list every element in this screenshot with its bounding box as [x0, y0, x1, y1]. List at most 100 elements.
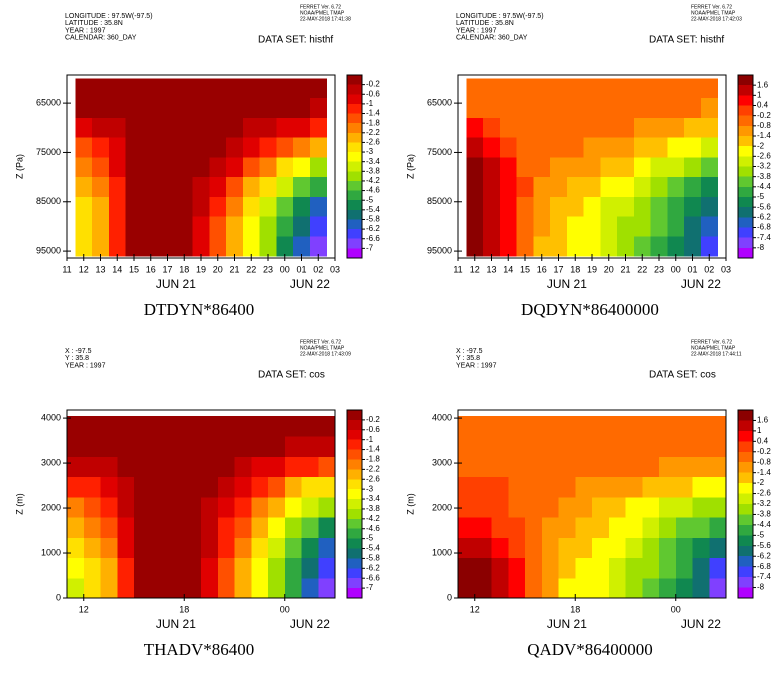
x-tick-label: 16: [146, 264, 156, 274]
heatmap-cell: [209, 196, 227, 218]
heatmap-cell: [284, 537, 302, 559]
heatmap-cell: [642, 577, 660, 599]
heatmap-cell: [675, 537, 693, 559]
heatmap-cell: [67, 415, 85, 437]
y-tick-label: 95000: [36, 245, 61, 255]
heatmap-cell: [575, 557, 593, 579]
heatmap-cell: [491, 415, 509, 437]
heatmap-cell: [242, 157, 261, 178]
colorbar-label: -7: [366, 243, 374, 252]
heatmap-cell: [633, 216, 652, 237]
heatmap-cell: [142, 216, 160, 237]
colorbar-band: [738, 95, 753, 106]
heatmap-cell: [184, 517, 202, 538]
date-label: JUN 22: [290, 277, 330, 291]
heatmap-cell: [541, 557, 559, 579]
heatmap-cell: [150, 517, 168, 538]
colorbar-band: [738, 472, 753, 484]
colorbar-frame: [346, 409, 363, 599]
heatmap-cell: [617, 157, 635, 178]
heatmap-cell: [684, 196, 702, 218]
colorbar-band: [347, 123, 362, 134]
colorbar-band: [738, 166, 753, 177]
heatmap-cell: [700, 177, 719, 198]
colorbar-band: [347, 171, 362, 182]
heatmap-cell: [175, 157, 194, 178]
heatmap-cell: [226, 157, 244, 178]
heatmap-cell: [226, 78, 244, 99]
colorbar-band: [347, 229, 362, 240]
heatmap-cell: [75, 157, 93, 178]
colorbar-label: -2: [757, 478, 765, 487]
heatmap-cell: [516, 137, 534, 158]
heatmap-cell: [458, 577, 476, 599]
heatmap-cell: [251, 577, 269, 599]
heatmap-cell: [709, 496, 727, 518]
heatmap-cell: [692, 496, 710, 518]
heatmap-cell: [642, 456, 660, 478]
heatmap-cell: [159, 117, 177, 139]
heatmap-cell: [575, 537, 593, 559]
y-tick-label: 2000: [432, 502, 452, 512]
heatmap-cell: [134, 436, 152, 457]
colorbar-label: -5.6: [757, 202, 771, 211]
heatmap-cell: [242, 216, 261, 237]
heatmap-cell: [499, 196, 518, 218]
x-tick-label: 12: [79, 604, 89, 614]
heatmap-cell: [318, 456, 336, 478]
heatmap-cell: [67, 537, 85, 559]
heatmap-cell: [541, 517, 559, 538]
heatmap-cell: [642, 436, 660, 457]
heatmap-cell: [558, 496, 576, 518]
heatmap-cell: [566, 137, 585, 158]
colorbar-band: [347, 180, 362, 191]
x-tick-label: 12: [79, 264, 89, 274]
heatmap-cell: [108, 196, 127, 218]
heatmap-cell: [276, 216, 294, 237]
x-tick-label: 23: [654, 264, 664, 274]
heatmap-cell: [234, 537, 252, 559]
heatmap-cell: [600, 98, 618, 119]
colorbar-label: -5.8: [366, 215, 380, 224]
heatmap-cell: [458, 436, 476, 457]
heatmap-cell: [217, 537, 235, 559]
heatmap-cell: [600, 236, 618, 257]
colorbar-label: -5: [366, 195, 374, 204]
heatmap-cell: [583, 98, 601, 119]
heatmap-cell: [592, 517, 610, 538]
heatmap-cell: [284, 517, 302, 538]
heatmap-cell: [268, 496, 286, 518]
colorbar-label: -3.2: [757, 162, 771, 171]
heatmap-cell: [276, 78, 294, 99]
heatmap-cell: [134, 577, 152, 599]
heatmap-cell: [251, 537, 269, 559]
heatmap-cell: [100, 496, 118, 518]
heatmap-cell: [516, 236, 534, 257]
heatmap-cell: [709, 577, 727, 599]
heatmap-cell: [92, 98, 110, 119]
heatmap-cell: [159, 236, 177, 257]
heatmap-cell: [684, 98, 702, 119]
chart-title: DTDYN*86400: [144, 300, 255, 319]
heatmap-cell: [67, 577, 85, 599]
colorbar-label: -6.6: [366, 573, 380, 582]
heatmap-cell: [201, 496, 219, 518]
heatmap-cell: [700, 117, 719, 139]
heatmap-cell: [293, 236, 311, 257]
colorbar-label: -6.8: [757, 223, 771, 232]
heatmap-cell: [234, 436, 252, 457]
heatmap-cell: [142, 137, 160, 158]
heatmap-cell: [92, 177, 110, 198]
heatmap-cell: [499, 216, 518, 237]
heatmap-cell: [142, 196, 160, 218]
heatmap-cell: [558, 456, 576, 478]
heatmap-cell: [583, 78, 601, 99]
heatmap-cell: [700, 196, 719, 218]
heatmap-cell: [217, 496, 235, 518]
heatmap-cell: [100, 415, 118, 437]
colorbar-label: -2.2: [366, 464, 380, 473]
heatmap-cell: [608, 577, 626, 599]
y-tick-label: 1000: [41, 547, 61, 557]
colorbar-band: [347, 84, 362, 95]
heatmap-cell: [242, 177, 261, 198]
